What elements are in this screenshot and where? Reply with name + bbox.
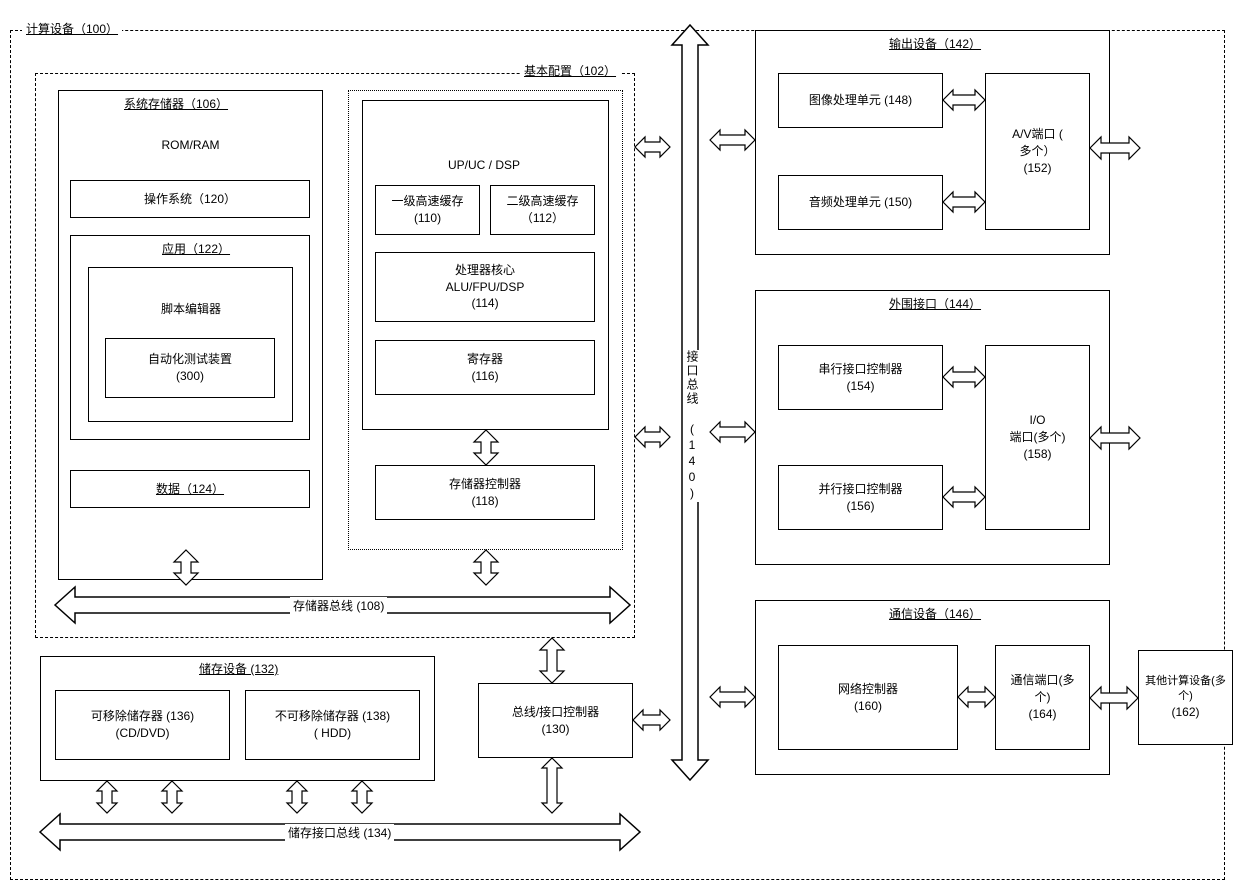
io-out-conn — [1090, 425, 1140, 451]
reg-l1: 寄存器 — [467, 351, 503, 368]
storage-title: 储存设备 (132) — [195, 660, 282, 677]
io-l1: I/O — [1029, 412, 1045, 429]
net-box: 网络控制器 (160) — [778, 645, 958, 750]
serial-box: 串行接口控制器 (154) — [778, 345, 943, 410]
av-out-conn — [1090, 135, 1140, 161]
audio-box: 音频处理单元 (150) — [778, 175, 943, 230]
serial-l2: (154) — [846, 378, 874, 395]
parallel-l1: 并行接口控制器 — [818, 481, 902, 498]
av-l1: A/V端口 ( — [1012, 126, 1063, 143]
l2cache-l1: 二级高速缓存 — [506, 193, 578, 210]
busif-storagebus-conn — [540, 758, 564, 813]
l1cache-l2: (110) — [414, 210, 441, 227]
basic-config-title: 基本配置（102） — [520, 62, 620, 79]
other-l2: (162) — [1171, 704, 1199, 721]
commport-l1: 通信端口(多 — [1011, 672, 1075, 689]
parallel-l2: (156) — [846, 498, 874, 515]
av-l2: 多个） — [1019, 143, 1055, 160]
removable-box: 可移除储存器 (136) (CD/DVD) — [55, 690, 230, 760]
memctrl-bus-connector — [472, 550, 500, 585]
system-memory-title: 系统存储器（106） — [120, 95, 232, 112]
removable-conn1 — [95, 781, 119, 813]
nonremovable-conn2 — [350, 781, 374, 813]
proc-reg-connector — [472, 430, 500, 465]
io-port-box: I/O 端口(多个) (158) — [985, 345, 1090, 530]
processor-subtitle: UP/UC / DSP — [445, 158, 523, 172]
other-l1: 其他计算设备(多个) — [1139, 674, 1232, 705]
basic-to-ifbus-mid — [635, 425, 670, 449]
nonremovable-box: 不可移除储存器 (138) ( HDD) — [245, 690, 420, 760]
sysmem-bus-connector — [172, 550, 200, 585]
comm-port-box: 通信端口(多 个) (164) — [995, 645, 1090, 750]
app-title: 应用（122） — [158, 240, 234, 257]
commport-l2: 个) — [1035, 689, 1051, 706]
l2cache-l2: （112） — [521, 210, 564, 227]
core-l3: (114) — [471, 295, 498, 312]
gpu-av-conn — [943, 88, 985, 112]
ifbus-to-output — [710, 128, 755, 152]
basic-to-ifbus-top — [635, 135, 670, 159]
ifbus-to-comm — [710, 685, 755, 709]
nonremovable-l2: ( HDD) — [314, 725, 351, 742]
serial-io-conn — [943, 365, 985, 389]
l2cache-box: 二级高速缓存 （112） — [490, 185, 595, 235]
busif-to-ifbus — [633, 708, 670, 732]
auto-test-l2: (300) — [176, 368, 204, 385]
gpu-box: 图像处理单元 (148) — [778, 73, 943, 128]
bus-if-l1: 总线/接口控制器 — [512, 704, 599, 721]
net-l2: (160) — [854, 698, 882, 715]
auto-test-l1: 自动化测试装置 — [148, 351, 232, 368]
register-box: 寄存器 (116) — [375, 340, 595, 395]
reg-l2: (116) — [471, 368, 498, 385]
data-box: 数据（124） — [70, 470, 310, 508]
net-l1: 网络控制器 — [838, 681, 898, 698]
auto-test-box: 自动化测试装置 (300) — [105, 338, 275, 398]
comm-title: 通信设备（146） — [885, 605, 985, 622]
audio-text: 音频处理单元 (150) — [809, 194, 912, 211]
config-busif-connector — [538, 638, 566, 683]
other-box: 其他计算设备(多个) (162) — [1138, 650, 1233, 745]
os-box: 操作系统（120） — [70, 180, 310, 218]
removable-l1: 可移除储存器 (136) — [91, 708, 194, 725]
peripheral-title: 外围接口（144） — [885, 295, 985, 312]
nonremovable-l1: 不可移除储存器 (138) — [275, 708, 390, 725]
storage-bus-label: 储存接口总线 (134) — [285, 824, 394, 841]
av-l3: (152) — [1023, 160, 1051, 177]
removable-conn2 — [160, 781, 184, 813]
av-port-box: A/V端口 ( 多个） (152) — [985, 73, 1090, 230]
io-l3: (158) — [1023, 446, 1051, 463]
core-l1: 处理器核心 — [455, 262, 515, 279]
comm-out-conn — [1090, 685, 1138, 711]
interface-bus-label: 接口总线 (140) — [684, 350, 701, 502]
parallel-io-conn — [943, 485, 985, 509]
bus-if-box: 总线/接口控制器 (130) — [478, 683, 633, 758]
serial-l1: 串行接口控制器 — [818, 361, 902, 378]
core-box: 处理器核心 ALU/FPU/DSP (114) — [375, 252, 595, 322]
rom-ram-text: ROM/RAM — [162, 137, 220, 154]
nonremovable-conn1 — [285, 781, 309, 813]
gpu-text: 图像处理单元 (148) — [809, 92, 912, 109]
os-text: 操作系统（120） — [144, 191, 236, 208]
parallel-box: 并行接口控制器 (156) — [778, 465, 943, 530]
memory-bus-label: 存储器总线 (108) — [290, 597, 387, 614]
ifbus-to-peripheral — [710, 420, 755, 444]
l1cache-box: 一级高速缓存 (110) — [375, 185, 480, 235]
io-l2: 端口(多个) — [1010, 429, 1066, 446]
memctrl-l2: (118) — [471, 493, 498, 510]
bus-if-l2: (130) — [541, 721, 569, 738]
memctrl-box: 存储器控制器 (118) — [375, 465, 595, 520]
data-text: 数据（124） — [156, 481, 224, 498]
rom-ram-label: ROM/RAM — [68, 115, 313, 175]
script-editor-label: 脚本编辑器 — [158, 300, 224, 317]
computing-device-title: 计算设备（100） — [22, 20, 122, 37]
audio-av-conn — [943, 190, 985, 214]
l1cache-l1: 一级高速缓存 — [391, 193, 463, 210]
core-l2: ALU/FPU/DSP — [446, 279, 525, 296]
removable-l2: (CD/DVD) — [116, 725, 170, 742]
commport-l3: (164) — [1028, 706, 1056, 723]
output-title: 输出设备（142） — [885, 35, 985, 52]
net-port-conn — [958, 685, 995, 709]
memctrl-l1: 存储器控制器 — [449, 476, 521, 493]
